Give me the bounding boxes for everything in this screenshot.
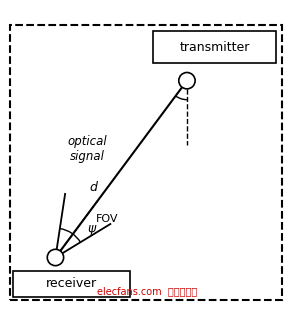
Text: elecfans.com  电子发烧友: elecfans.com 电子发烧友 <box>97 287 198 297</box>
Text: φ: φ <box>192 46 200 59</box>
FancyBboxPatch shape <box>13 271 130 297</box>
Text: ψ: ψ <box>87 222 96 235</box>
Circle shape <box>179 72 195 89</box>
Text: d: d <box>90 181 98 194</box>
Text: transmitter: transmitter <box>180 41 250 54</box>
Text: receiver: receiver <box>46 277 97 290</box>
Text: FOV: FOV <box>96 214 119 224</box>
Text: optical
signal: optical signal <box>67 135 107 162</box>
Circle shape <box>47 249 64 266</box>
FancyBboxPatch shape <box>153 31 276 63</box>
